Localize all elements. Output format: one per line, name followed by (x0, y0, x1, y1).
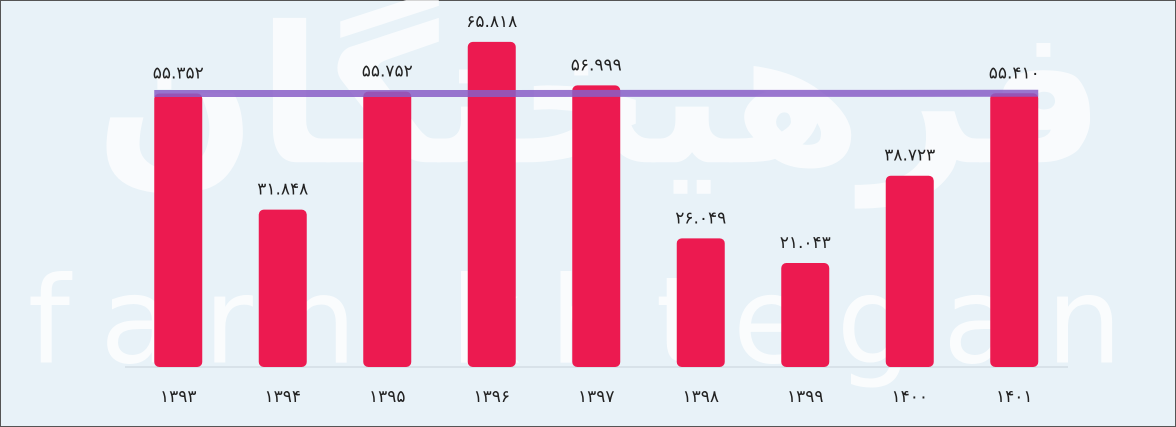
bar (467, 41, 516, 368)
bar (154, 93, 203, 367)
bar (363, 91, 412, 368)
bar (781, 263, 830, 367)
x-tick-label: ۱۳۹۳ (160, 387, 197, 407)
value-label: ۵۵.۴۱۰ (989, 63, 1040, 83)
x-tick-label: ۱۳۹۶ (473, 387, 510, 407)
x-tick-label: ۱۴۰۰ (891, 387, 928, 407)
x-tick-label: ۱۳۹۷ (578, 387, 615, 407)
x-tick-label: ۱۴۰۱ (996, 387, 1033, 407)
value-label: ۳۸.۷۲۳ (884, 146, 935, 166)
value-label: ۶۵.۸۱۸ (466, 12, 517, 32)
bar (676, 238, 725, 367)
value-label: ۵۵.۳۵۲ (153, 64, 204, 84)
value-label: ۵۵.۷۵۲ (362, 62, 413, 82)
value-label: ۲۱.۰۴۳ (780, 233, 831, 253)
bar (885, 175, 934, 367)
x-tick-label: ۱۳۹۹ (787, 387, 824, 407)
bar (990, 93, 1039, 367)
x-tick-label: ۱۳۹۸ (682, 387, 719, 407)
bar (572, 85, 621, 368)
value-label: ۲۶.۰۴۹ (675, 208, 726, 228)
bar (258, 209, 307, 367)
value-label: ۳۱.۸۴۸ (257, 180, 308, 200)
value-label: ۵۶.۹۹۹ (571, 55, 622, 75)
x-tick-label: ۱۳۹۴ (264, 387, 301, 407)
x-tick-label: ۱۳۹۵ (369, 387, 406, 407)
